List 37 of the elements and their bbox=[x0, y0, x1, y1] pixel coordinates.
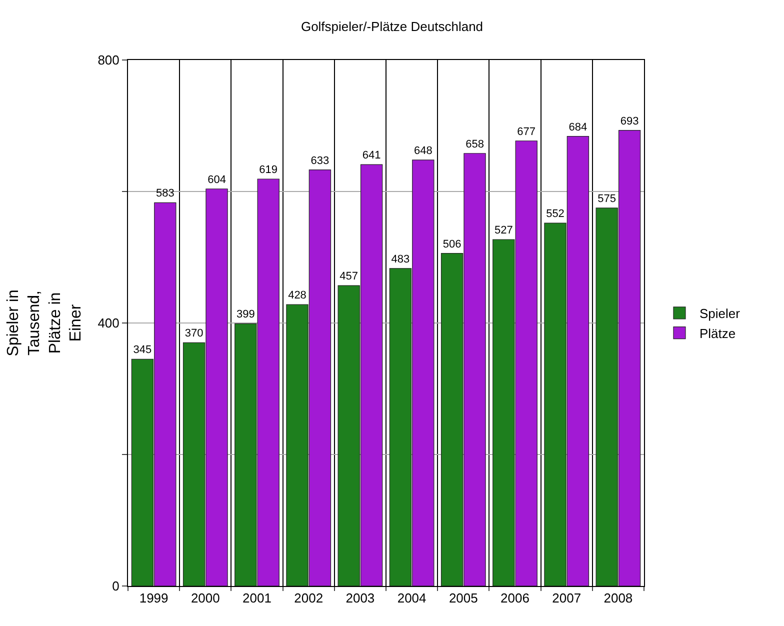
data-label: 693 bbox=[620, 115, 639, 128]
x-tick-label: 2007 bbox=[552, 590, 582, 606]
data-label: 506 bbox=[442, 238, 462, 250]
data-label: 684 bbox=[568, 121, 588, 134]
x-tick-label: 2004 bbox=[397, 590, 426, 606]
x-tick-label: 2000 bbox=[190, 590, 220, 606]
data-label: 633 bbox=[310, 154, 330, 167]
x-tick-label: 2001 bbox=[242, 590, 272, 606]
data-label: 527 bbox=[494, 224, 513, 236]
data-label: 604 bbox=[208, 174, 226, 186]
data-label: 552 bbox=[546, 208, 564, 220]
legend-label: Plätze bbox=[699, 326, 736, 341]
data-label: 428 bbox=[288, 290, 306, 302]
y-axis-title: Spieler in Tausend, Plätze in Einer bbox=[5, 290, 85, 356]
y-tick-label: 400 bbox=[98, 316, 120, 331]
x-tick-label: 2003 bbox=[346, 590, 375, 606]
x-tick-label: 2002 bbox=[294, 590, 324, 606]
x-tick-label: 2008 bbox=[604, 590, 633, 606]
data-label: 370 bbox=[184, 328, 204, 340]
data-label: 575 bbox=[598, 192, 616, 205]
data-label: 483 bbox=[391, 253, 410, 266]
x-tick-label: 2006 bbox=[500, 590, 530, 606]
data-label: 345 bbox=[133, 344, 152, 356]
data-label: 641 bbox=[362, 150, 381, 162]
data-label: 583 bbox=[156, 188, 174, 200]
y-tick-label: 0 bbox=[112, 578, 120, 594]
x-tick-label: 2005 bbox=[448, 590, 478, 606]
data-label: 648 bbox=[414, 144, 432, 157]
chart-title: Golfspieler/-Plätze Deutschland bbox=[300, 19, 484, 34]
legend-label: Spieler bbox=[699, 306, 741, 322]
data-label: 457 bbox=[340, 270, 358, 283]
data-label: 658 bbox=[466, 138, 484, 150]
y-tick-label: 800 bbox=[98, 52, 120, 68]
data-label: 399 bbox=[236, 308, 255, 321]
data-label: 677 bbox=[517, 126, 536, 138]
data-label: 619 bbox=[259, 164, 278, 176]
x-tick-label: 1999 bbox=[139, 590, 168, 606]
